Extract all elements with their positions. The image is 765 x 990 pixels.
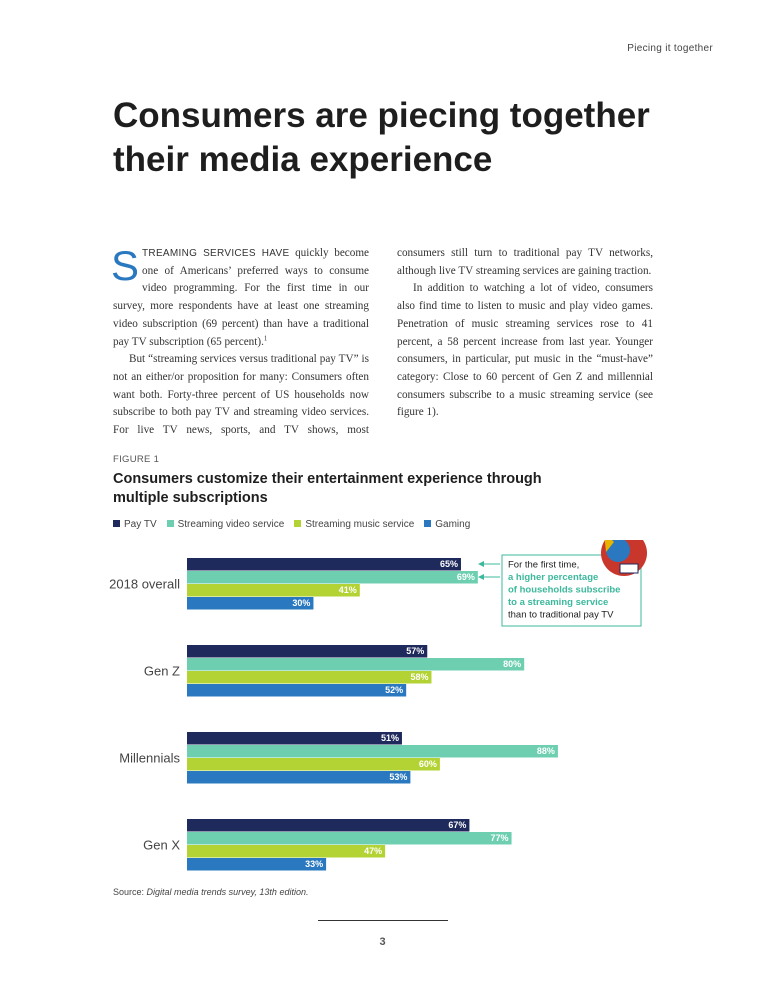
category-label: Gen X [143, 837, 180, 852]
bar [187, 732, 402, 745]
icon [604, 540, 614, 552]
bar [187, 684, 407, 697]
value-label: 58% [410, 672, 428, 682]
value-label: 47% [364, 846, 382, 856]
bar [187, 845, 386, 858]
figure-label: FIGURE 1 [113, 454, 160, 465]
legend-item: Streaming music service [294, 519, 414, 530]
arrow-head [478, 574, 484, 580]
annotation-line: of households subscribe [508, 585, 620, 596]
chart: 2018 overall 65% 69% 41% 30% Gen Z 57% 80% 58% 52… [109, 540, 647, 871]
legend-swatch [113, 520, 120, 527]
bar [187, 771, 411, 784]
value-label: 67% [448, 820, 466, 830]
page-number: 3 [379, 936, 386, 948]
value-label: 69% [457, 572, 475, 582]
drop-cap: S [111, 242, 140, 289]
paragraph: S TREAMING SERVICES HAVE quickly become o… [111, 242, 370, 351]
source-text: Digital media trends survey, 13th editio… [146, 887, 309, 897]
value-label: 57% [406, 646, 424, 656]
source: Source: Digital media trends survey, 13t… [113, 887, 308, 897]
value-label: 88% [537, 746, 555, 756]
running-header: Piecing it together [627, 43, 713, 54]
bar [187, 832, 512, 845]
legend-item: Pay TV [113, 519, 157, 530]
footer-rule [318, 920, 448, 921]
bar [187, 819, 470, 832]
value-label: 60% [419, 759, 437, 769]
annotation-line: For the first time, [508, 560, 579, 571]
bar [187, 558, 461, 571]
annotation-line: a higher percentage [508, 572, 598, 583]
category-label: Gen Z [144, 663, 180, 678]
source-label: Source: [113, 887, 145, 897]
bar [187, 584, 360, 597]
value-label: 52% [385, 685, 403, 695]
value-label: 41% [339, 585, 357, 595]
footnote-ref: 1 [263, 333, 268, 342]
annotation-line: than to traditional pay TV [508, 610, 614, 621]
legend-swatch [166, 520, 174, 527]
bar [187, 658, 525, 671]
value-label: 77% [491, 833, 509, 843]
legend: Pay TV Streaming video service Streaming m… [113, 519, 470, 530]
annotation-line: to a streaming service [508, 597, 608, 608]
legend-label: Streaming video service [177, 519, 285, 530]
body-text: S TREAMING SERVICES HAVE quickly become o… [111, 242, 653, 440]
icon [606, 540, 630, 562]
paragraph: But “streaming services versus tradition… [113, 247, 653, 437]
category-label: Millennials [119, 750, 180, 765]
bar [187, 571, 478, 584]
value-label: 65% [440, 559, 458, 569]
bar [187, 758, 440, 771]
bar [187, 597, 314, 610]
annotation-box [501, 554, 642, 627]
value-label: 80% [503, 659, 521, 669]
legend-label: Streaming music service [305, 519, 415, 530]
value-label: 51% [381, 733, 399, 743]
legend-swatch [424, 520, 432, 527]
legend-label: Pay TV [124, 519, 157, 530]
category-label: 2018 overall [109, 576, 180, 591]
paragraph-text: quickly become one of Americans’ preferr… [113, 247, 370, 348]
lead-in: TREAMING SERVICES HAVE [142, 248, 290, 259]
legend-swatch [294, 520, 302, 527]
paragraph: In addition to watching a lot of video, … [397, 282, 653, 419]
page-title: Consumers are piecing together their med… [113, 96, 650, 179]
legend-item: Streaming video service [166, 519, 285, 530]
icon [619, 563, 639, 574]
bar [187, 858, 327, 871]
value-label: 30% [292, 598, 310, 608]
legend-label: Gaming [435, 519, 471, 530]
bar [187, 671, 432, 684]
bar [187, 645, 428, 658]
arrow-head [478, 561, 484, 567]
value-label: 53% [389, 772, 407, 782]
figure-title: Consumers customize their entertainment … [113, 471, 542, 506]
bar [187, 745, 558, 758]
value-label: 33% [305, 859, 323, 869]
legend-item: Gaming [424, 519, 470, 530]
